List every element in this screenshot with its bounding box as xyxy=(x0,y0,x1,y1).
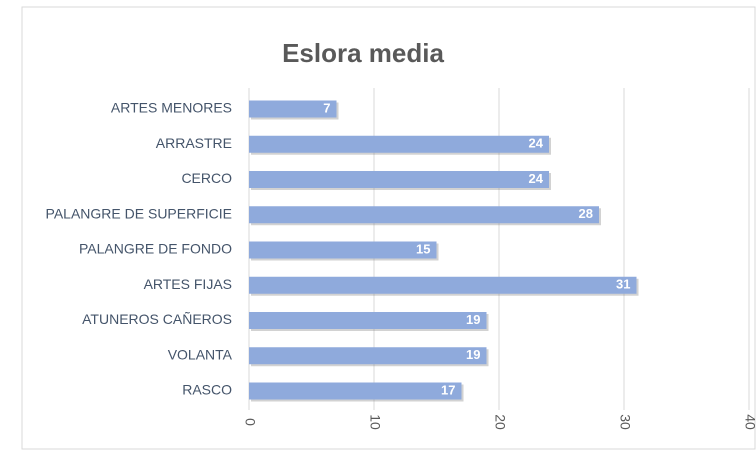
bar xyxy=(249,241,437,259)
bar xyxy=(249,312,487,329)
value-label: 28 xyxy=(579,206,593,221)
y-tick-label: CERCO xyxy=(181,170,232,186)
value-label: 19 xyxy=(466,347,480,362)
x-tick-label: 40 xyxy=(742,414,756,430)
y-tick-label: VOLANTA xyxy=(168,346,233,362)
bar xyxy=(249,206,599,224)
x-tick-label: 0 xyxy=(242,418,258,426)
bar xyxy=(249,135,549,153)
chart-title: Eslora media xyxy=(282,38,444,68)
value-label: 24 xyxy=(529,136,544,151)
value-label: 17 xyxy=(441,382,455,397)
chart-border xyxy=(21,6,756,450)
y-tick-label: PALANGRE DE FONDO xyxy=(79,241,232,257)
value-label: 19 xyxy=(466,312,480,327)
x-tick-label: 10 xyxy=(367,414,383,430)
bar xyxy=(249,171,549,188)
value-label: 31 xyxy=(616,277,630,292)
bar xyxy=(249,382,462,400)
value-label: 15 xyxy=(416,241,430,256)
value-label: 24 xyxy=(529,171,544,186)
value-label: 7 xyxy=(323,100,330,115)
y-tick-label: ARTES MENORES xyxy=(111,100,232,116)
bar xyxy=(249,100,337,118)
y-tick-label: ARRASTRE xyxy=(156,135,232,151)
x-tick-label: 30 xyxy=(617,414,633,430)
y-tick-label: ATUNEROS CAÑEROS xyxy=(82,311,232,327)
y-tick-label: RASCO xyxy=(182,382,232,398)
bar xyxy=(249,276,637,294)
x-tick-label: 20 xyxy=(492,414,508,430)
y-tick-label: PALANGRE DE SUPERFICIE xyxy=(46,205,232,221)
y-tick-label: ARTES FIJAS xyxy=(144,276,232,292)
bar xyxy=(249,347,487,365)
